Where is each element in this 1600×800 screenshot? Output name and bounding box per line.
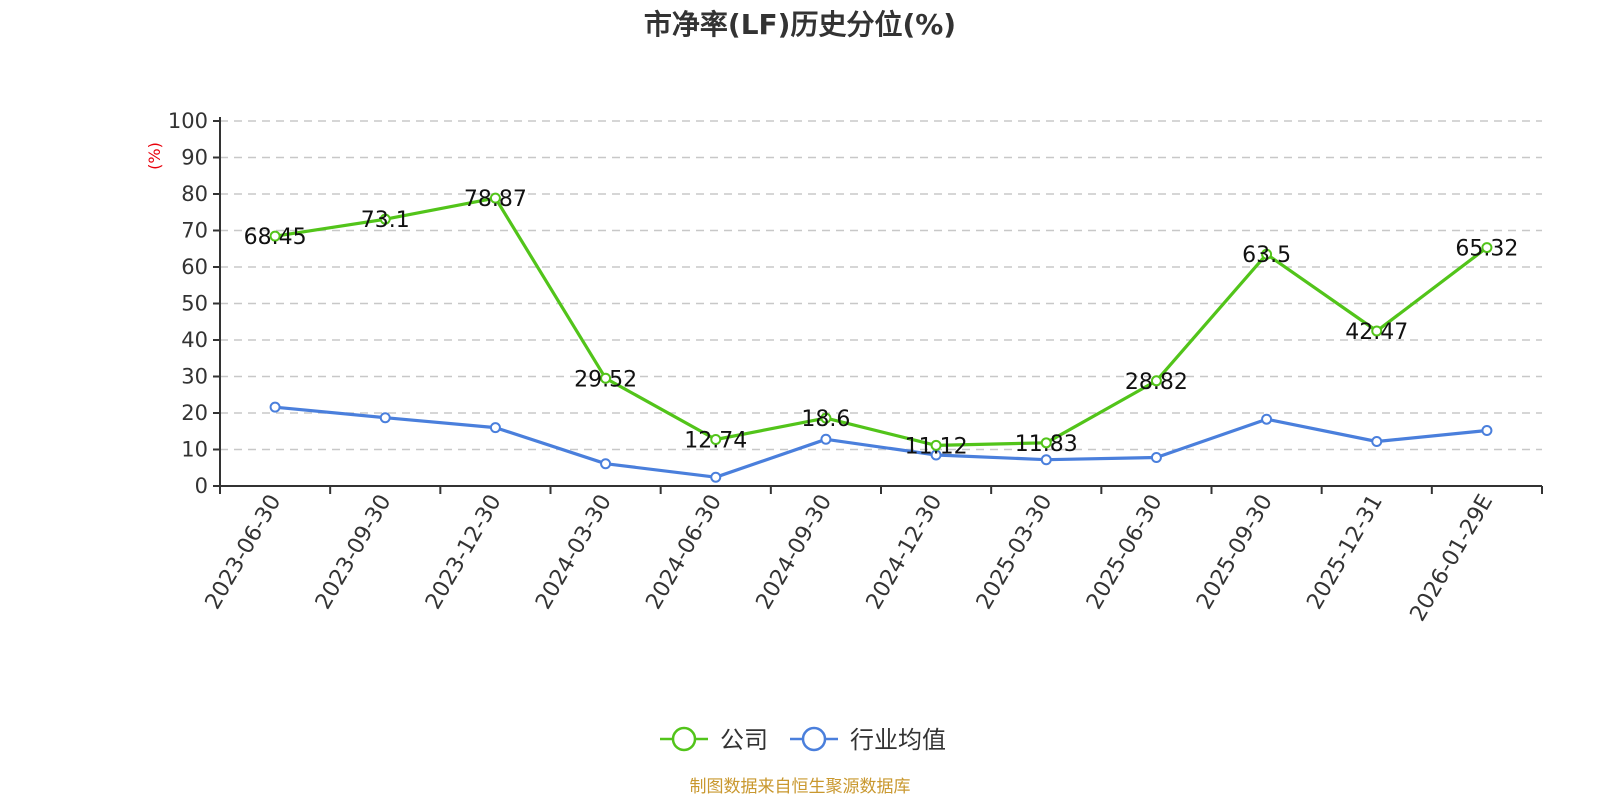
y-tick-label: 0	[195, 474, 208, 498]
axes: 0 10 20 30 40 50 60 70 80 90 100 2023-06-30 2023-09-…	[168, 109, 1543, 626]
data-source-note: 制图数据来自恒生聚源数据库	[690, 777, 911, 797]
data-point-company[interactable]	[1150, 375, 1162, 387]
data-label: 11.12	[905, 434, 968, 459]
y-tick-label: 10	[181, 438, 208, 462]
y-tick-label: 80	[181, 182, 208, 206]
data-point-industry[interactable]	[269, 401, 281, 413]
data-point-industry[interactable]	[1150, 452, 1162, 464]
data-point-company[interactable]	[710, 433, 722, 445]
data-point-company[interactable]	[1371, 325, 1383, 337]
data-label: 68.45	[244, 225, 307, 250]
x-tick-label: 2026-01-29E	[1406, 491, 1499, 626]
data-label: 42.47	[1345, 320, 1408, 345]
series-lines	[269, 192, 1493, 483]
data-label: 73.1	[361, 208, 410, 233]
data-point-company[interactable]	[820, 412, 832, 424]
data-label: 28.82	[1125, 370, 1188, 395]
data-point-industry[interactable]	[820, 433, 832, 445]
y-tick-label: 100	[168, 109, 208, 133]
data-label: 63.5	[1242, 243, 1291, 268]
data-point-industry[interactable]	[379, 412, 391, 424]
data-point-company[interactable]	[269, 230, 281, 242]
data-point-company[interactable]	[600, 372, 612, 384]
data-point-industry[interactable]	[710, 471, 722, 483]
grid-lines	[220, 120, 1542, 451]
data-labels: 68.45 73.1 78.87 29.52 12.74 18.6 11.12 11.83 28…	[244, 187, 1519, 459]
data-point-company[interactable]	[489, 192, 501, 204]
x-tick-label: 2024-03-30	[531, 491, 617, 614]
data-label: 29.52	[574, 367, 637, 392]
chart-title: 市净率(LF)历史分位(%)	[644, 8, 956, 41]
x-tick-label: 2025-12-31	[1302, 491, 1388, 614]
data-label: 12.74	[684, 428, 747, 453]
data-point-industry[interactable]	[1261, 413, 1273, 425]
x-tick-label: 2025-09-30	[1192, 491, 1278, 614]
y-tick-label: 30	[181, 365, 208, 389]
legend-item-company[interactable]: 公司	[660, 726, 768, 754]
legend-industry-label: 行业均值	[850, 726, 946, 754]
legend: 公司 行业均值	[660, 726, 946, 754]
series-line-industry	[274, 405, 1488, 479]
data-point-company[interactable]	[379, 213, 391, 225]
x-tick-label: 2025-03-30	[972, 491, 1058, 614]
data-point-industry[interactable]	[600, 458, 612, 470]
x-tick-label: 2023-06-30	[201, 491, 287, 614]
y-tick-label: 60	[181, 255, 208, 279]
x-tick-label: 2023-09-30	[311, 491, 397, 614]
legend-company-label: 公司	[720, 726, 768, 754]
y-tick-label: 50	[181, 292, 208, 316]
data-point-industry[interactable]	[489, 422, 501, 434]
x-tick-label: 2025-06-30	[1082, 491, 1168, 614]
data-point-industry[interactable]	[1040, 454, 1052, 466]
data-label: 78.87	[464, 187, 527, 212]
data-label: 18.6	[801, 407, 850, 432]
x-tick-label: 2024-09-30	[752, 491, 838, 614]
x-tick-label: 2024-12-30	[862, 491, 948, 614]
legend-company-marker-icon	[671, 726, 697, 752]
y-tick-label: 90	[181, 146, 208, 170]
data-point-company[interactable]	[1040, 437, 1052, 449]
data-point-industry[interactable]	[1371, 435, 1383, 447]
y-tick-label: 40	[181, 328, 208, 352]
series-line-company	[274, 196, 1488, 447]
legend-item-industry-average[interactable]: 行业均值	[790, 726, 946, 754]
data-point-company[interactable]	[1481, 242, 1493, 254]
data-label: 11.83	[1015, 432, 1078, 457]
y-axis-unit: (%)	[145, 142, 164, 170]
data-point-industry[interactable]	[1481, 425, 1493, 437]
data-point-company[interactable]	[1261, 248, 1273, 260]
legend-industry-marker-icon	[801, 726, 827, 752]
x-tick-label: 2023-12-30	[421, 491, 507, 614]
data-point-company[interactable]	[930, 439, 942, 451]
y-tick-label: 70	[181, 219, 208, 243]
data-label: 65.32	[1455, 237, 1518, 262]
x-tick-label: 2024-06-30	[641, 491, 727, 614]
y-tick-label: 20	[181, 401, 208, 425]
